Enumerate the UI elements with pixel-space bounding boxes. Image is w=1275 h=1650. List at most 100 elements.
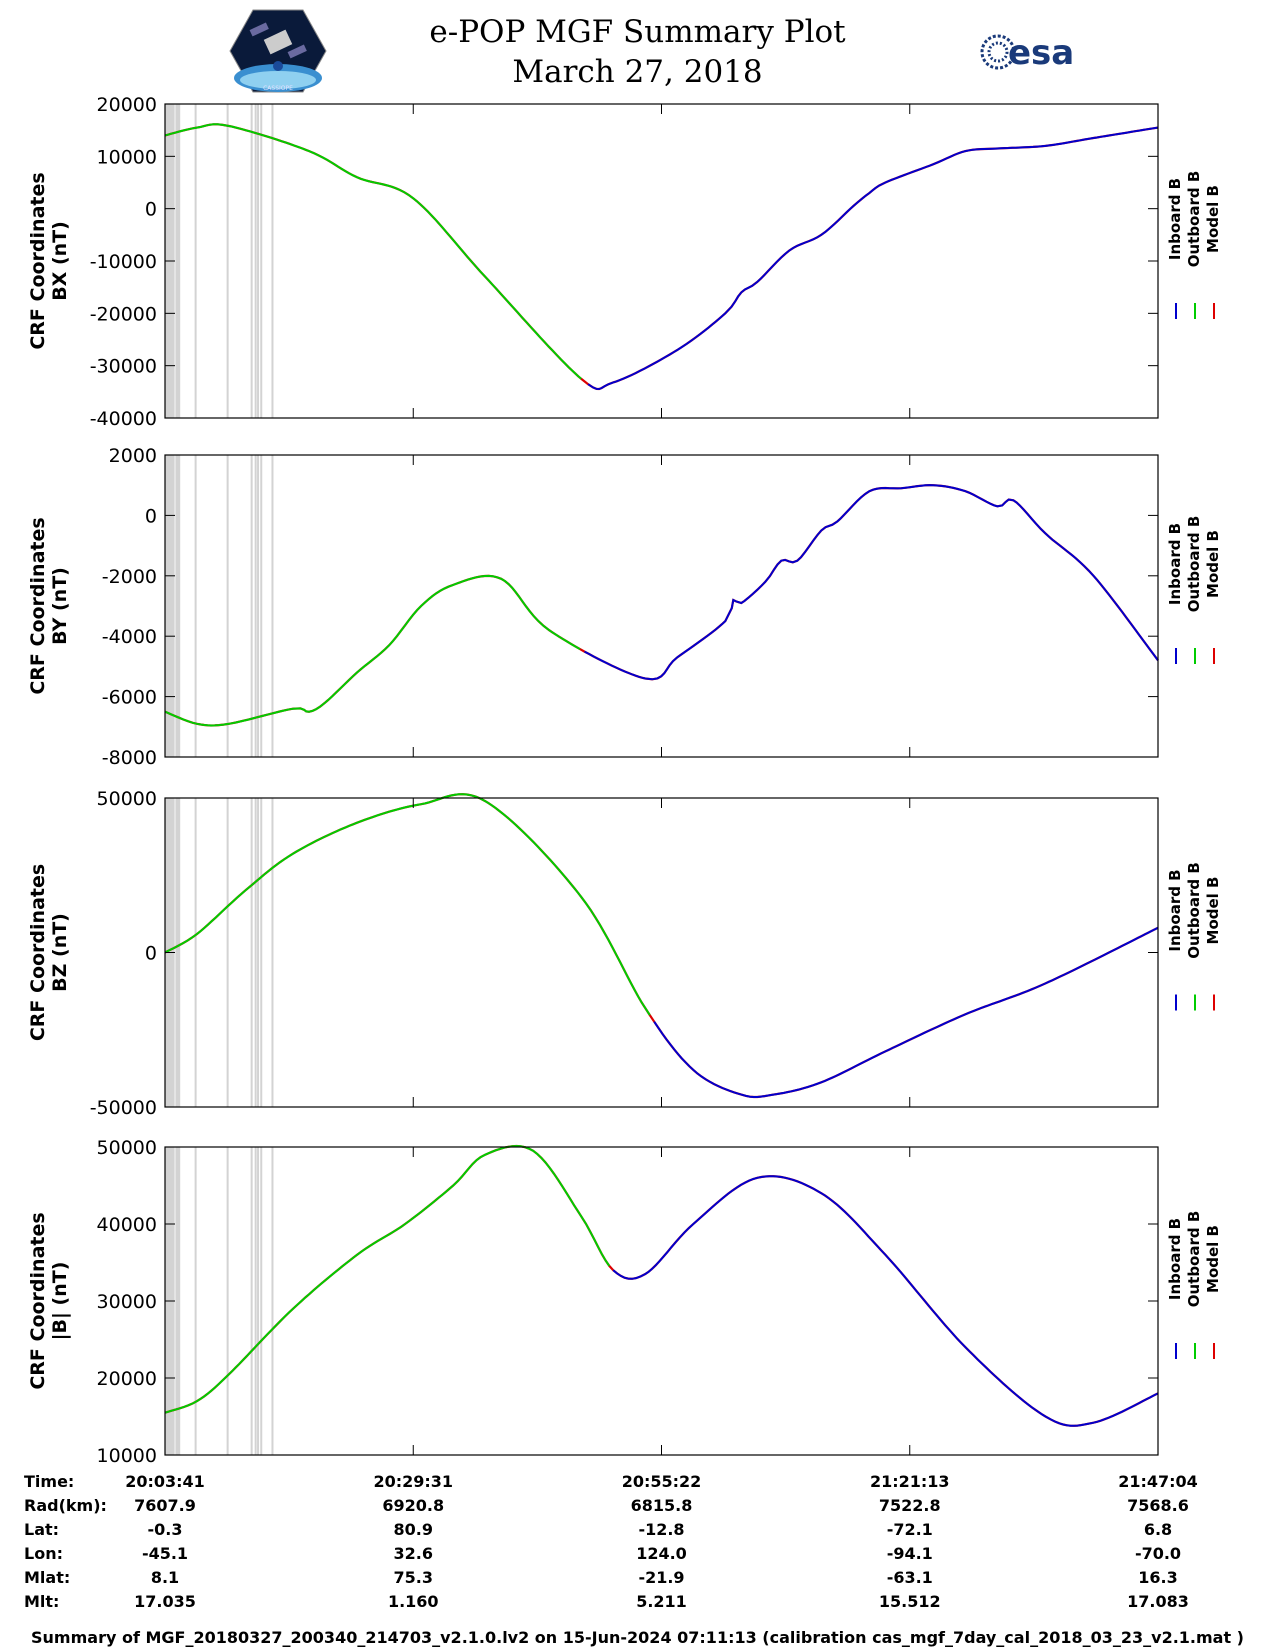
info-cell: 1.160 <box>388 1592 439 1611</box>
info-row-label: Mlt: <box>24 1592 59 1611</box>
y-tick-label: 0 <box>145 943 157 965</box>
inboard-b-line <box>612 1175 1159 1427</box>
data-gap-band <box>250 1147 253 1455</box>
y-axis-label-line: BY (nT) <box>49 567 71 645</box>
info-cell: 20:29:31 <box>373 1472 453 1491</box>
data-gap-band <box>194 455 197 757</box>
model-b-line <box>164 1144 1159 1427</box>
info-cell: 8.1 <box>151 1568 179 1587</box>
data-gap-band <box>250 798 253 1107</box>
outboard-b-line <box>164 1144 611 1414</box>
legend-label: Outboard B <box>1185 1211 1203 1308</box>
data-gap-band <box>271 1147 274 1455</box>
legend-label: Outboard B <box>1185 171 1203 268</box>
info-cell: -45.1 <box>142 1544 188 1563</box>
y-tick-label: -6000 <box>102 687 157 709</box>
info-cell: 6815.8 <box>631 1496 693 1515</box>
info-cell: 17.035 <box>134 1592 196 1611</box>
outboard-b-line <box>164 123 582 380</box>
info-cell: -63.1 <box>887 1568 933 1587</box>
y-tick-label: 30000 <box>97 1291 157 1313</box>
data-gap-band <box>175 1147 181 1455</box>
y-tick-label: -8000 <box>102 747 157 769</box>
data-gap-band <box>165 455 175 757</box>
data-gap-band <box>260 104 263 418</box>
info-cell: 20:55:22 <box>622 1472 702 1491</box>
y-tick-label: 20000 <box>97 1368 157 1390</box>
legend-label: Inboard B <box>1166 1218 1184 1300</box>
y-axis-label-line: CRF Coordinates <box>27 172 49 349</box>
legend-label: Inboard B <box>1166 178 1184 260</box>
outboard-b-line <box>164 574 581 727</box>
inboard-b-line <box>653 926 1159 1098</box>
data-gap-band <box>254 1147 257 1455</box>
info-cell: 5.211 <box>636 1592 687 1611</box>
y-tick-label: -20000 <box>90 303 157 325</box>
info-cell: 15.512 <box>879 1592 941 1611</box>
data-gap-band <box>254 104 257 418</box>
data-gap-band <box>260 455 263 757</box>
y-tick-label: -50000 <box>90 1097 157 1119</box>
title-block: e-POP MGF Summary Plot March 27, 2018 <box>0 12 1275 92</box>
info-cell: 124.0 <box>636 1544 687 1563</box>
info-row-label: Mlat: <box>24 1568 70 1587</box>
info-cell: 16.3 <box>1138 1568 1177 1587</box>
y-axis-label-line: CRF Coordinates <box>27 1212 49 1389</box>
data-gap-band <box>271 798 274 1107</box>
plot-title: e-POP MGF Summary Plot <box>429 14 846 50</box>
info-cell: 6.8 <box>1144 1520 1172 1539</box>
info-cell: 21:47:04 <box>1118 1472 1198 1491</box>
data-gap-band <box>175 455 181 757</box>
inboard-b-line <box>587 126 1159 391</box>
info-row-label: Lon: <box>24 1544 63 1563</box>
legend-label: Outboard B <box>1185 862 1203 959</box>
data-gap-band <box>257 1147 260 1455</box>
y-tick-label: 0 <box>145 505 157 527</box>
y-tick-label: -40000 <box>90 408 157 430</box>
cassiope-logo-text: CASSIOPE <box>263 85 293 92</box>
y-tick-label: 50000 <box>97 1137 157 1159</box>
info-cell: 7568.6 <box>1127 1496 1189 1515</box>
legend-label: Inboard B <box>1166 523 1184 605</box>
data-gap-band <box>250 104 253 418</box>
info-cell: -12.8 <box>638 1520 684 1539</box>
panel-frame <box>164 797 1159 1108</box>
y-axis-label-line: CRF Coordinates <box>27 517 49 694</box>
info-cell: -0.3 <box>148 1520 183 1539</box>
y-tick-label: 20000 <box>97 94 157 116</box>
data-gap-band <box>260 798 263 1107</box>
data-gap-band <box>257 104 260 418</box>
y-tick-label: 10000 <box>97 1445 157 1467</box>
footer-summary: Summary of MGF_20180327_200340_214703_v2… <box>31 1628 1244 1647</box>
data-gap-band <box>250 455 253 757</box>
y-tick-label: -10000 <box>90 251 157 273</box>
plot-date: March 27, 2018 <box>512 54 763 90</box>
panel-frame <box>164 103 1159 419</box>
y-axis-label-line: BZ (nT) <box>49 913 71 992</box>
info-cell: -94.1 <box>887 1544 933 1563</box>
data-gap-band <box>254 798 257 1107</box>
y-axis-label: CRF CoordinatesBZ (nT) <box>27 864 71 1041</box>
info-cell: -21.9 <box>638 1568 684 1587</box>
outboard-b-line <box>164 793 651 1016</box>
data-gap-band <box>260 1147 263 1455</box>
legend-label: Outboard B <box>1185 516 1203 613</box>
y-axis-label: CRF CoordinatesBY (nT) <box>27 517 71 694</box>
info-cell: 32.6 <box>394 1544 433 1563</box>
info-cell: -72.1 <box>887 1520 933 1539</box>
data-gap-band <box>226 104 229 418</box>
esa-logo-text: esa <box>1008 33 1074 72</box>
y-tick-label: -30000 <box>90 356 157 378</box>
info-cell: 80.9 <box>394 1520 433 1539</box>
data-gap-band <box>194 798 197 1107</box>
info-cell: 21:21:13 <box>870 1472 950 1491</box>
legend-label: Inboard B <box>1166 869 1184 951</box>
data-gap-band <box>271 104 274 418</box>
data-gap-band <box>257 455 260 757</box>
info-cell: 17.083 <box>1127 1592 1189 1611</box>
info-cell: 7607.9 <box>134 1496 196 1515</box>
y-tick-label: -2000 <box>102 566 157 588</box>
data-gap-band <box>194 1147 197 1455</box>
info-cell: 75.3 <box>394 1568 433 1587</box>
